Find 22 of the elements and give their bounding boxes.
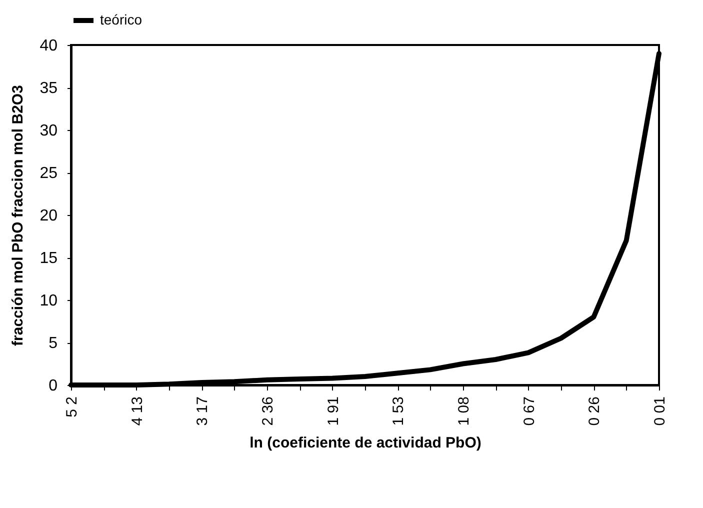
x-tick-label: 4 13 <box>128 396 146 426</box>
y-tick-label: 30 <box>40 122 58 140</box>
y-tick-label: 0 <box>48 378 58 394</box>
y-axis-title: fracción mol PbO fraccion mol B2O3 <box>10 85 27 346</box>
legend-label: teórico <box>100 12 142 28</box>
x-tick-label: 0 26 <box>586 396 604 426</box>
y-tick-label: 15 <box>40 250 58 267</box>
y-tick-label: 20 <box>40 208 58 224</box>
y-tick-label: 35 <box>40 80 58 97</box>
x-tick-label: 1 53 <box>390 396 408 426</box>
x-tick-label: 2 36 <box>260 396 276 426</box>
x-tick-label: 0 01 <box>652 396 668 426</box>
x-tick-label: 1 08 <box>456 396 472 426</box>
x-tick-label: 1 91 <box>324 396 342 426</box>
y-tick-label: 10 <box>40 292 58 310</box>
x-tick-label: 5 2 <box>64 396 80 418</box>
x-axis-title: ln (coeficiente de actividad PbO) <box>250 434 482 452</box>
y-tick-label: 40 <box>40 38 58 54</box>
y-tick-label: 5 <box>48 335 58 352</box>
x-tick-label: 3 17 <box>194 396 212 426</box>
y-tick-label: 25 <box>40 165 58 182</box>
x-tick-label: 0 67 <box>520 396 538 426</box>
